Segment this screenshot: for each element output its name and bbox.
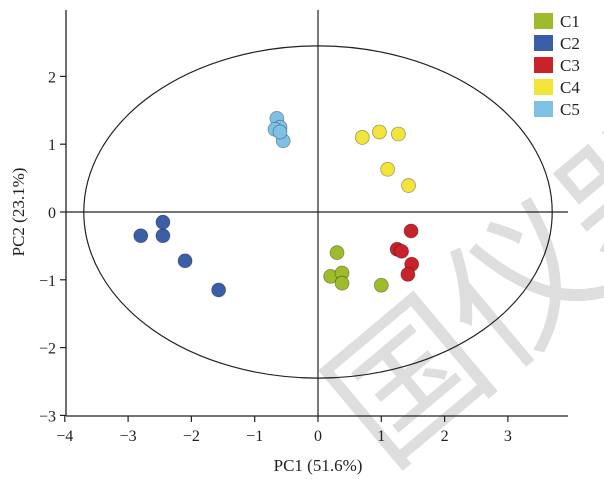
x-axis-title: PC1 (51.6%) [274,456,363,475]
x-tick-label: −1 [246,428,263,445]
series-c1 [324,246,389,293]
legend-label-c2: C2 [560,34,580,53]
data-point-c4 [402,179,416,193]
data-point-c4 [381,162,395,176]
x-tick-label: −2 [183,428,200,445]
legend-label-c1: C1 [560,12,580,31]
series-c4 [355,125,415,193]
x-tick-label: 3 [504,428,512,445]
data-points [134,111,419,297]
y-tick-label: −1 [39,273,56,290]
data-point-c4 [372,125,386,139]
data-point-c2 [156,215,170,229]
legend-swatch-c3 [534,57,553,73]
x-tick-label: 1 [377,428,385,445]
data-point-c1 [330,246,344,260]
data-point-c2 [212,283,226,297]
y-tick-label: −3 [39,408,56,425]
data-point-c3 [401,267,415,281]
series-c2 [134,215,226,297]
data-point-c4 [391,127,405,141]
data-point-c3 [404,224,418,238]
legend-swatch-c5 [534,101,553,117]
legend: C1 C2 C3 C4 C5 [534,12,580,119]
data-point-c3 [395,244,409,258]
data-point-c1 [374,278,388,292]
x-tick-label: −4 [56,428,73,445]
legend-swatch-c2 [534,35,553,51]
legend-label-c5: C5 [560,100,580,119]
series-c3 [390,224,419,281]
legend-swatch-c1 [534,13,553,29]
data-point-c2 [178,254,192,268]
data-point-c5 [273,125,287,139]
legend-swatch-c4 [534,79,553,95]
x-tick-label: 0 [314,428,322,445]
data-point-c2 [134,229,148,243]
data-point-c2 [156,229,170,243]
y-tick-label: 2 [48,69,56,86]
legend-label-c4: C4 [560,78,580,97]
y-tick-label: 1 [48,137,56,154]
legend-label-c3: C3 [560,56,580,75]
x-tick-label: −3 [120,428,137,445]
data-point-c1 [335,276,349,290]
x-tick-label: 2 [441,428,449,445]
y-axis-title: PC2 (23.1%) [9,168,28,257]
series-c5 [268,111,290,147]
data-point-c4 [355,130,369,144]
y-tick-label: −2 [39,341,56,358]
y-tick-label: 0 [48,205,56,222]
